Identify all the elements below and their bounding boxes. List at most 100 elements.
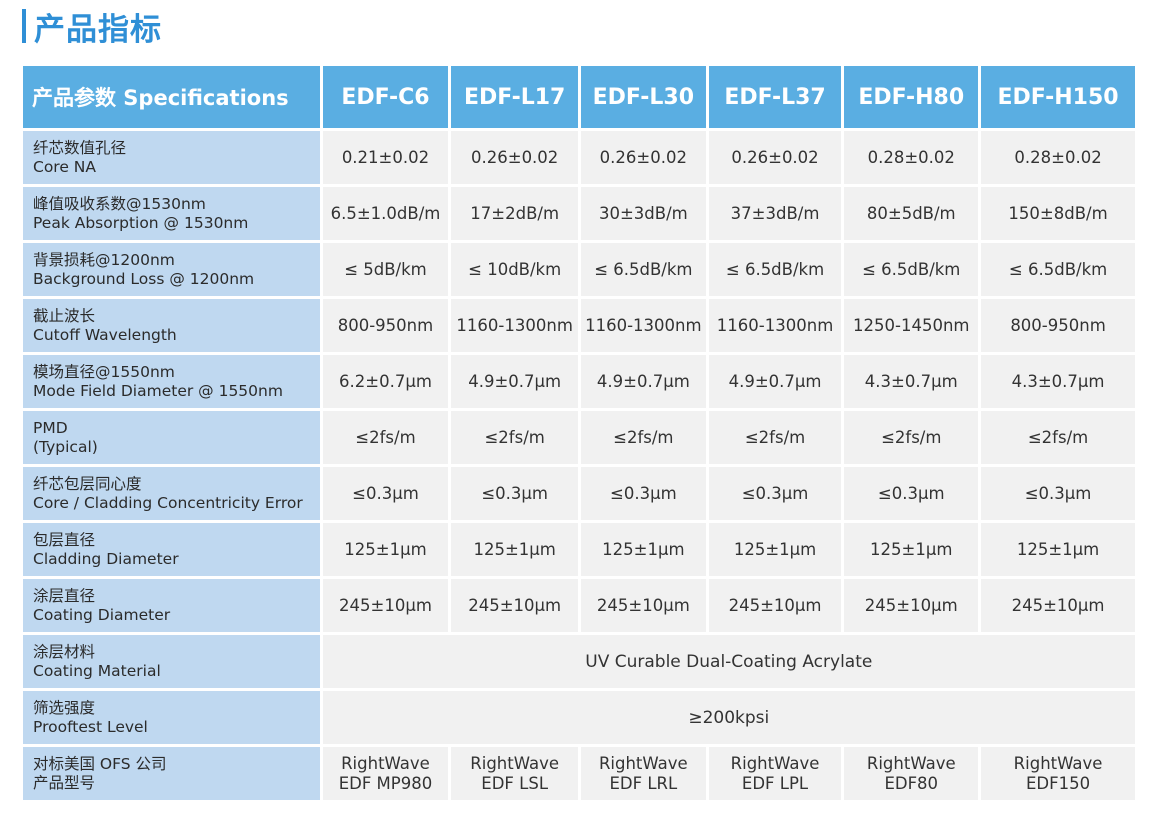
row-label-en: Prooftest Level bbox=[33, 717, 148, 736]
spec-value: 150±8dB/m bbox=[981, 187, 1135, 240]
spec-table: 产品参数 Specifications EDF-C6 EDF-L17 EDF-L… bbox=[20, 63, 1138, 803]
spec-value: 1160-1300nm bbox=[581, 299, 706, 352]
spec-value: ≤0.3μm bbox=[844, 467, 979, 520]
model-header: EDF-C6 bbox=[322, 66, 449, 128]
row-label-en: Cladding Diameter bbox=[33, 549, 179, 568]
row-label: 纤芯数值孔径 Core NA bbox=[23, 131, 320, 184]
row-label: 模场直径@1550nm Mode Field Diameter @ 1550nm bbox=[23, 355, 320, 408]
ofs-model-value: RightWave EDF LRL bbox=[581, 747, 706, 800]
ofs-brand: RightWave bbox=[730, 753, 820, 773]
row-label-en: Coating Material bbox=[33, 661, 161, 680]
title-accent-bar bbox=[22, 9, 26, 43]
spec-value: 800-950nm bbox=[322, 299, 449, 352]
spec-value: 125±1μm bbox=[451, 523, 578, 576]
row-label: 涂层材料 Coating Material bbox=[23, 635, 320, 688]
row-label-zh: 涂层直径 bbox=[33, 586, 96, 605]
row-label-zh: 截止波长 bbox=[33, 306, 96, 325]
model-header: EDF-L17 bbox=[451, 66, 578, 128]
row-label-zh: 涂层材料 bbox=[33, 642, 96, 661]
spec-value: 245±10μm bbox=[451, 579, 578, 632]
spec-value: 245±10μm bbox=[708, 579, 842, 632]
spec-value: 30±3dB/m bbox=[581, 187, 706, 240]
spec-value: 125±1μm bbox=[708, 523, 842, 576]
ofs-model: EDF LRL bbox=[609, 773, 678, 793]
row-label: 截止波长 Cutoff Wavelength bbox=[23, 299, 320, 352]
spec-value: 0.28±0.02 bbox=[844, 131, 979, 184]
spec-value: ≤2fs/m bbox=[322, 411, 449, 464]
coating-material-value: UV Curable Dual-Coating Acrylate bbox=[322, 635, 1135, 688]
ofs-model: EDF LSL bbox=[481, 773, 549, 793]
spec-value: 0.21±0.02 bbox=[322, 131, 449, 184]
row-label: PMD (Typical) bbox=[23, 411, 320, 464]
row-label-zh: 对标美国 OFS 公司 bbox=[33, 754, 167, 773]
spec-value: ≤2fs/m bbox=[844, 411, 979, 464]
ofs-model-value: RightWave EDF150 bbox=[981, 747, 1135, 800]
spec-value: 800-950nm bbox=[981, 299, 1135, 352]
row-label-en: Core NA bbox=[33, 157, 96, 176]
spec-row: 纤芯包层同心度 Core / Cladding Concentricity Err… bbox=[23, 467, 1135, 520]
model-header: EDF-L37 bbox=[708, 66, 842, 128]
spec-value: 125±1μm bbox=[981, 523, 1135, 576]
row-label-en: Background Loss @ 1200nm bbox=[33, 269, 255, 288]
spec-value: ≤0.3μm bbox=[708, 467, 842, 520]
ofs-brand: RightWave bbox=[1013, 753, 1103, 773]
spec-value: 245±10μm bbox=[844, 579, 979, 632]
row-label: 对标美国 OFS 公司 产品型号 bbox=[23, 747, 320, 800]
spec-row-coating-material: 涂层材料 Coating Material UV Curable Dual-Coat… bbox=[23, 635, 1135, 688]
spec-value: ≤2fs/m bbox=[451, 411, 578, 464]
spec-value: 1250-1450nm bbox=[844, 299, 979, 352]
spec-value: 4.9±0.7μm bbox=[581, 355, 706, 408]
row-label-zh: 峰值吸收系数@1530nm bbox=[33, 194, 206, 213]
page-title: 产品指标 bbox=[34, 11, 162, 48]
row-label-en: Cutoff Wavelength bbox=[33, 325, 177, 344]
spec-value: ≤0.3μm bbox=[322, 467, 449, 520]
row-label-zh: 包层直径 bbox=[33, 530, 96, 549]
spec-row-ofs: 对标美国 OFS 公司 产品型号 RightWave EDF MP980 RightWa… bbox=[23, 747, 1135, 800]
row-label: 涂层直径 Coating Diameter bbox=[23, 579, 320, 632]
spec-value: 4.9±0.7μm bbox=[451, 355, 578, 408]
row-label-zh: PMD bbox=[33, 418, 68, 437]
spec-row: 截止波长 Cutoff Wavelength 800-950nm 1160-1300n… bbox=[23, 299, 1135, 352]
row-label: 筛选强度 Prooftest Level bbox=[23, 691, 320, 744]
row-label-zh: 背景损耗@1200nm bbox=[33, 250, 175, 269]
spec-value: ≤0.3μm bbox=[581, 467, 706, 520]
spec-value: 4.3±0.7μm bbox=[844, 355, 979, 408]
spec-row: 背景损耗@1200nm Background Loss @ 1200nm ≤ 5dB… bbox=[23, 243, 1135, 296]
spec-value: 6.5±1.0dB/m bbox=[322, 187, 449, 240]
ofs-model-value: RightWave EDF MP980 bbox=[322, 747, 449, 800]
ofs-brand: RightWave bbox=[470, 753, 560, 773]
spec-row: PMD (Typical) ≤2fs/m ≤2fs/m ≤2fs/m ≤2fs/m ≤2fs… bbox=[23, 411, 1135, 464]
ofs-model-value: RightWave EDF LPL bbox=[708, 747, 842, 800]
spec-value: 17±2dB/m bbox=[451, 187, 578, 240]
spec-value: 245±10μm bbox=[981, 579, 1135, 632]
spec-row: 涂层直径 Coating Diameter 245±10μm 245±10μm 245±… bbox=[23, 579, 1135, 632]
spec-value: 125±1μm bbox=[844, 523, 979, 576]
row-label-zh: 筛选强度 bbox=[33, 698, 96, 717]
ofs-model: EDF150 bbox=[1025, 773, 1091, 793]
spec-value: ≤ 6.5dB/km bbox=[844, 243, 979, 296]
spec-value: ≤0.3μm bbox=[451, 467, 578, 520]
spec-value: ≤2fs/m bbox=[581, 411, 706, 464]
spec-value: 6.2±0.7μm bbox=[322, 355, 449, 408]
spec-value: 0.26±0.02 bbox=[581, 131, 706, 184]
spec-value: 80±5dB/m bbox=[844, 187, 979, 240]
spec-value: ≤2fs/m bbox=[981, 411, 1135, 464]
spec-value: ≤ 6.5dB/km bbox=[708, 243, 842, 296]
row-label: 背景损耗@1200nm Background Loss @ 1200nm bbox=[23, 243, 320, 296]
spec-value: 245±10μm bbox=[581, 579, 706, 632]
spec-value: 125±1μm bbox=[581, 523, 706, 576]
row-label-en: Peak Absorption @ 1530nm bbox=[33, 213, 249, 232]
row-label-zh: 纤芯数值孔径 bbox=[33, 138, 127, 157]
page-title-row: 产品指标 bbox=[22, 6, 162, 48]
row-label-zh: 模场直径@1550nm bbox=[33, 362, 175, 381]
spec-value: 0.26±0.02 bbox=[451, 131, 578, 184]
spec-value: ≤ 6.5dB/km bbox=[581, 243, 706, 296]
header-row: 产品参数 Specifications EDF-C6 EDF-L17 EDF-L… bbox=[23, 66, 1135, 128]
row-label-en: Mode Field Diameter @ 1550nm bbox=[33, 381, 283, 400]
ofs-model: EDF LPL bbox=[741, 773, 809, 793]
spec-value: 1160-1300nm bbox=[708, 299, 842, 352]
ofs-brand: RightWave bbox=[598, 753, 688, 773]
row-label-en: Coating Diameter bbox=[33, 605, 171, 624]
prooftest-value: ≥200kpsi bbox=[322, 691, 1135, 744]
param-header: 产品参数 Specifications bbox=[23, 66, 320, 128]
